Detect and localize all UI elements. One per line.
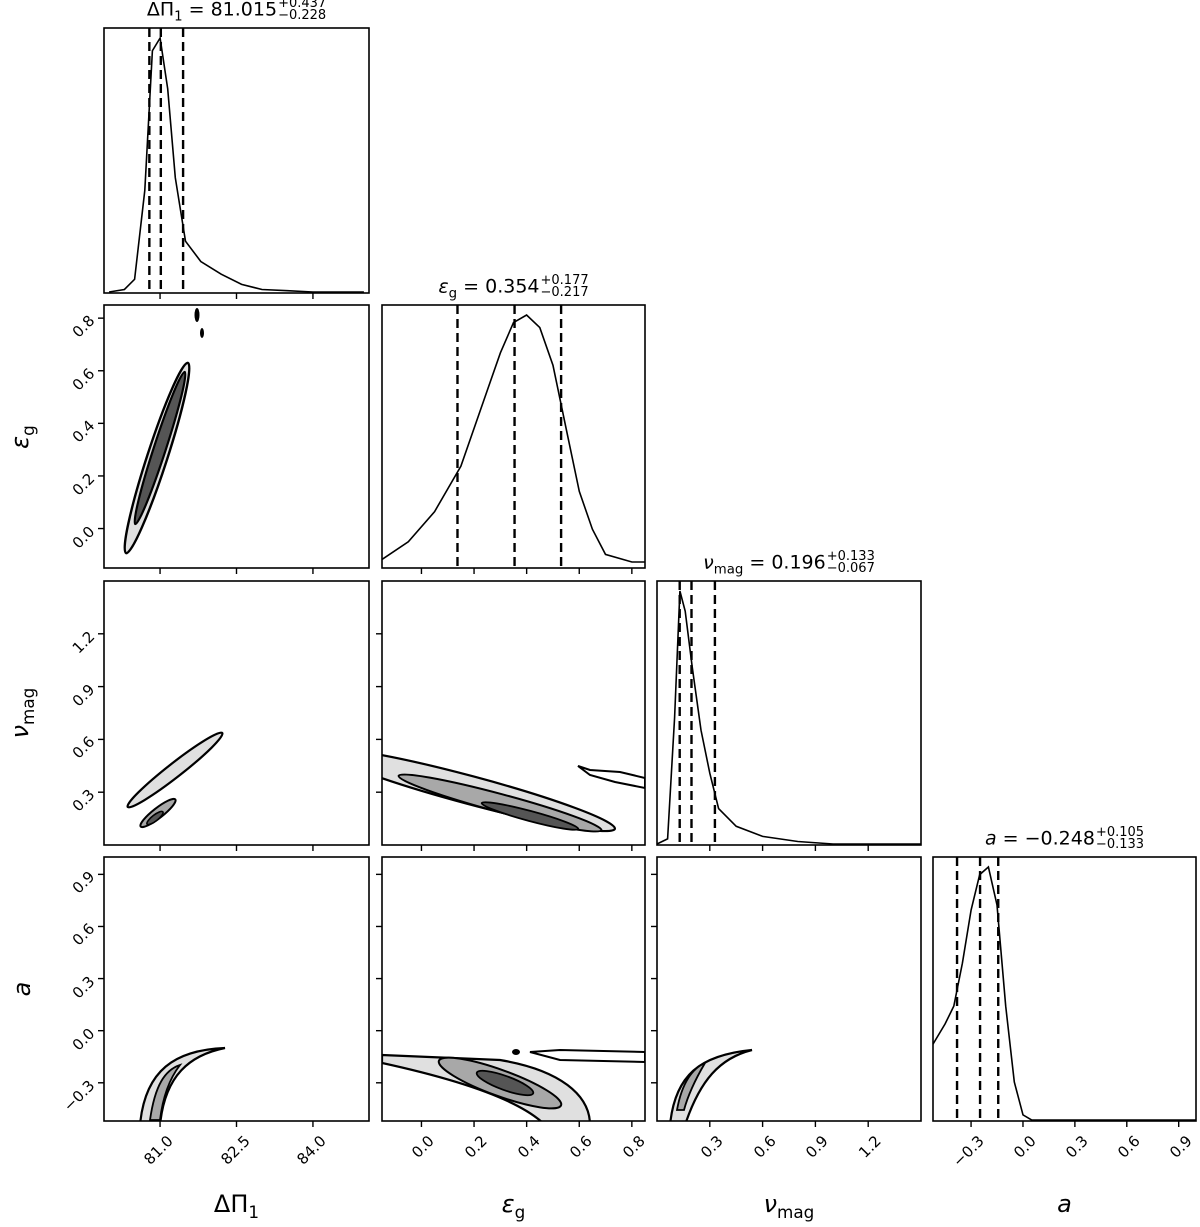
y-axis-label-eps: εg bbox=[6, 425, 38, 449]
contour-nu-vs-dpi bbox=[126, 731, 224, 829]
panel-frame bbox=[656, 856, 922, 1122]
contour-a-vs-eps bbox=[382, 1048, 645, 1121]
histogram-nu bbox=[656, 581, 921, 845]
x-axis-label: νmag bbox=[763, 1190, 815, 1222]
panel-frame bbox=[656, 580, 922, 846]
panel-frame bbox=[381, 856, 646, 1122]
panel-frame bbox=[103, 580, 370, 846]
x-axis-label: εg bbox=[501, 1190, 526, 1222]
y-axis-label-nu: νmag bbox=[6, 687, 38, 739]
panel-title: νmag = 0.196+0.133 −0.067 bbox=[703, 549, 875, 578]
histogram-dpi bbox=[108, 28, 364, 293]
histogram-a bbox=[932, 857, 1196, 1121]
panel-frame bbox=[103, 27, 370, 294]
x-axis-label: a bbox=[1057, 1190, 1072, 1218]
histogram-eps bbox=[381, 305, 645, 568]
contour-nu-vs-eps bbox=[382, 747, 645, 833]
panel-frame bbox=[381, 304, 646, 569]
panel-title: ΔΠ1 = 81.015+0.437 −0.228 bbox=[146, 0, 327, 25]
y-axis-label-a: a bbox=[8, 981, 36, 997]
panel-title: a = −0.248+0.105 −0.133 bbox=[984, 825, 1145, 852]
panel-frame bbox=[103, 304, 370, 569]
contour-eps-vs-dpi bbox=[123, 308, 204, 555]
panel-frame bbox=[103, 856, 370, 1122]
panel-frame bbox=[932, 856, 1197, 1122]
contour-a-vs-nu bbox=[669, 1048, 753, 1121]
panel-title: εg = 0.354+0.177 −0.217 bbox=[438, 273, 589, 302]
x-axis-label: ΔΠ1 bbox=[213, 1190, 260, 1222]
contour-a-vs-dpi bbox=[139, 1046, 226, 1121]
panel-frame bbox=[381, 580, 646, 846]
